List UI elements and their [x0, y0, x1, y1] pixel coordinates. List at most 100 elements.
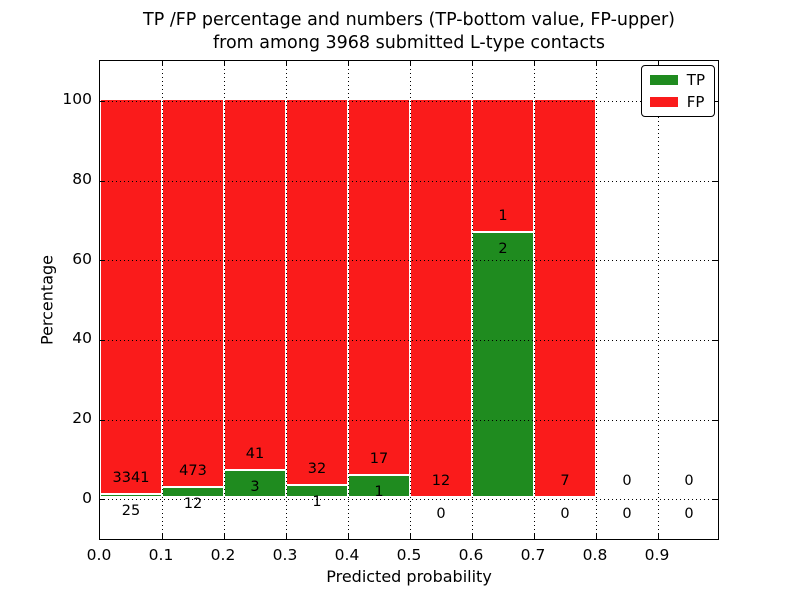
x-tick-label: 0.7 [520, 546, 546, 564]
horizontal-gridline [100, 499, 718, 501]
chart-title-line2: from among 3968 submitted L-type contact… [212, 32, 606, 53]
tp-count-label: 2 [498, 240, 508, 257]
x-tick-mark [410, 61, 411, 66]
tp-legend-swatch-icon [649, 75, 678, 85]
x-tick-mark [472, 534, 473, 539]
bar-tp-segment [100, 494, 162, 498]
horizontal-gridline [100, 100, 718, 102]
x-tick-label: 0.0 [86, 546, 112, 564]
bar-fp-segment [472, 98, 534, 232]
x-tick-mark [596, 534, 597, 539]
x-tick-mark [286, 61, 287, 66]
bar-tp-segment [472, 231, 534, 498]
y-tick-mark [713, 499, 718, 501]
y-tick-mark [100, 499, 105, 501]
vertical-gridline [472, 61, 473, 539]
horizontal-gridline [100, 260, 718, 262]
bar-tp-segment [224, 470, 286, 498]
x-tick-mark [410, 534, 411, 539]
tp-count-label: 1 [312, 494, 322, 511]
vertical-gridline [410, 61, 411, 539]
bar-fp-segment [348, 98, 410, 476]
x-tick-label: 0.4 [334, 546, 360, 564]
legend-item-fp: FP [649, 93, 705, 111]
x-tick-label: 0.3 [272, 546, 298, 564]
horizontal-gridline [100, 419, 718, 421]
tp-legend-label: TP [686, 71, 705, 89]
y-tick-mark [100, 180, 105, 182]
y-tick-mark [713, 100, 718, 102]
x-tick-mark [348, 61, 349, 66]
horizontal-gridline [100, 180, 718, 182]
y-tick-label: 0 [82, 488, 92, 507]
vertical-gridline [658, 61, 659, 539]
x-tick-mark [596, 61, 597, 66]
x-tick-mark [472, 61, 473, 66]
bar-fp-segment [410, 98, 472, 498]
x-tick-mark [534, 61, 535, 66]
fp-count-label: 32 [307, 461, 327, 478]
legend: TP FP [640, 65, 715, 117]
x-tick-label: 0.6 [458, 546, 484, 564]
y-tick-label: 100 [62, 90, 92, 109]
fp-count-label: 3341 [112, 470, 150, 487]
x-tick-mark [658, 61, 659, 66]
tp-count-label: 3 [250, 478, 260, 495]
vertical-gridline [286, 61, 287, 539]
x-tick-mark [224, 61, 225, 66]
vertical-gridline [348, 61, 349, 539]
fp-legend-label: FP [686, 93, 705, 111]
x-tick-mark [162, 61, 163, 66]
horizontal-gridline [100, 339, 718, 341]
fp-count-label: 473 [179, 463, 207, 480]
x-tick-mark [348, 534, 349, 539]
fp-legend-swatch-icon [649, 97, 678, 107]
y-tick-mark [713, 419, 718, 421]
vertical-gridline [596, 61, 597, 539]
tp-count-label: 0 [684, 506, 694, 523]
y-tick-mark [100, 419, 105, 421]
bar-fp-segment [162, 98, 224, 488]
y-tick-mark [713, 339, 718, 341]
y-tick-label: 40 [72, 329, 92, 348]
y-tick-mark [713, 260, 718, 262]
fp-count-label: 7 [560, 473, 570, 490]
x-tick-label: 0.2 [210, 546, 236, 564]
plot-area: TP FP 3341 25 473 12 41 3 32 1 17 1 12 0 1 2 7 0 0 0 0 0 [99, 60, 719, 540]
x-tick-mark [224, 534, 225, 539]
x-tick-mark [162, 534, 163, 539]
x-tick-mark [658, 534, 659, 539]
x-tick-label: 0.1 [148, 546, 174, 564]
x-tick-label: 0.9 [644, 546, 670, 564]
y-tick-mark [100, 100, 105, 102]
x-tick-mark [286, 534, 287, 539]
fp-count-label: 17 [369, 451, 389, 468]
vertical-gridline [162, 61, 163, 539]
fp-count-label: 0 [684, 473, 694, 490]
bar-fp-segment [534, 98, 596, 498]
y-tick-label: 80 [72, 170, 92, 188]
y-tick-mark [100, 260, 105, 262]
x-axis-label: Predicted probability [326, 567, 492, 586]
fp-count-label: 12 [431, 473, 451, 490]
y-tick-mark [713, 180, 718, 182]
tp-count-label: 12 [183, 496, 203, 513]
fp-count-label: 1 [498, 207, 508, 224]
tp-count-label: 0 [622, 506, 632, 523]
fp-count-label: 41 [245, 446, 265, 463]
tp-count-label: 25 [121, 503, 141, 520]
y-tick-label: 60 [72, 249, 92, 268]
x-tick-mark [534, 534, 535, 539]
y-tick-label: 20 [72, 409, 92, 427]
bar-fp-segment [224, 98, 286, 471]
bar-fp-segment [286, 98, 348, 486]
chart-title-line1: TP /FP percentage and numbers (TP-bottom… [143, 10, 675, 30]
x-tick-label: 0.5 [396, 546, 422, 564]
x-tick-label: 0.8 [582, 546, 608, 564]
fp-count-label: 0 [622, 473, 632, 490]
chart-title: TP /FP percentage and numbers (TP-bottom… [99, 9, 719, 54]
tp-count-label: 0 [436, 506, 446, 523]
tp-count-label: 1 [374, 484, 384, 500]
vertical-gridline [534, 61, 535, 539]
